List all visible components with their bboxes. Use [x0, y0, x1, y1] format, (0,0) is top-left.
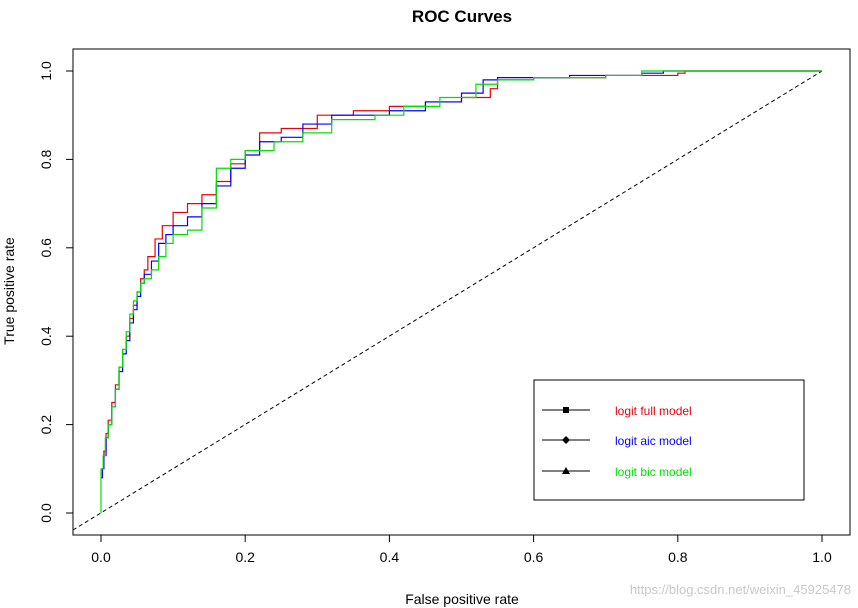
- y-tick-label: 0.6: [38, 238, 54, 258]
- x-axis-label: False positive rate: [405, 591, 519, 607]
- x-tick-label: 0.4: [380, 549, 400, 565]
- y-tick-label: 0.0: [38, 503, 54, 523]
- legend-marker-triangle: [562, 467, 570, 474]
- x-tick-label: 0.2: [235, 549, 255, 565]
- legend-label: logit bic model: [615, 465, 692, 479]
- legend-marker-diamond: [562, 436, 570, 444]
- chart-title: ROC Curves: [412, 7, 512, 26]
- y-tick-label: 0.4: [38, 326, 54, 346]
- y-axis-label: True positive rate: [1, 237, 17, 345]
- x-tick-label: 0.6: [524, 549, 544, 565]
- legend: logit full model logit aic model logit bic…: [533, 379, 805, 501]
- watermark-text: https://blog.csdn.net/weixin_45925478: [630, 582, 851, 597]
- series-group: [100, 70, 822, 513]
- legend-marker-square: [563, 407, 569, 413]
- roc-curve-1: [101, 70, 822, 479]
- roc-curve-3: [100, 70, 822, 513]
- legend-label: logit aic model: [615, 434, 692, 448]
- x-tick-label: 0.8: [668, 549, 688, 565]
- legend-label: logit full model: [615, 404, 692, 418]
- y-tick-label: 0.2: [38, 415, 54, 435]
- y-tick-label: 0.8: [38, 149, 54, 169]
- x-tick-label: 1.0: [812, 549, 832, 565]
- y-tick-label: 1.0: [38, 61, 54, 81]
- y-axis: 0.0 0.2 0.4 0.6 0.8 1.0: [38, 61, 74, 523]
- x-axis: 0.0 0.2 0.4 0.6 0.8 1.0: [91, 534, 832, 565]
- x-tick-label: 0.0: [91, 549, 111, 565]
